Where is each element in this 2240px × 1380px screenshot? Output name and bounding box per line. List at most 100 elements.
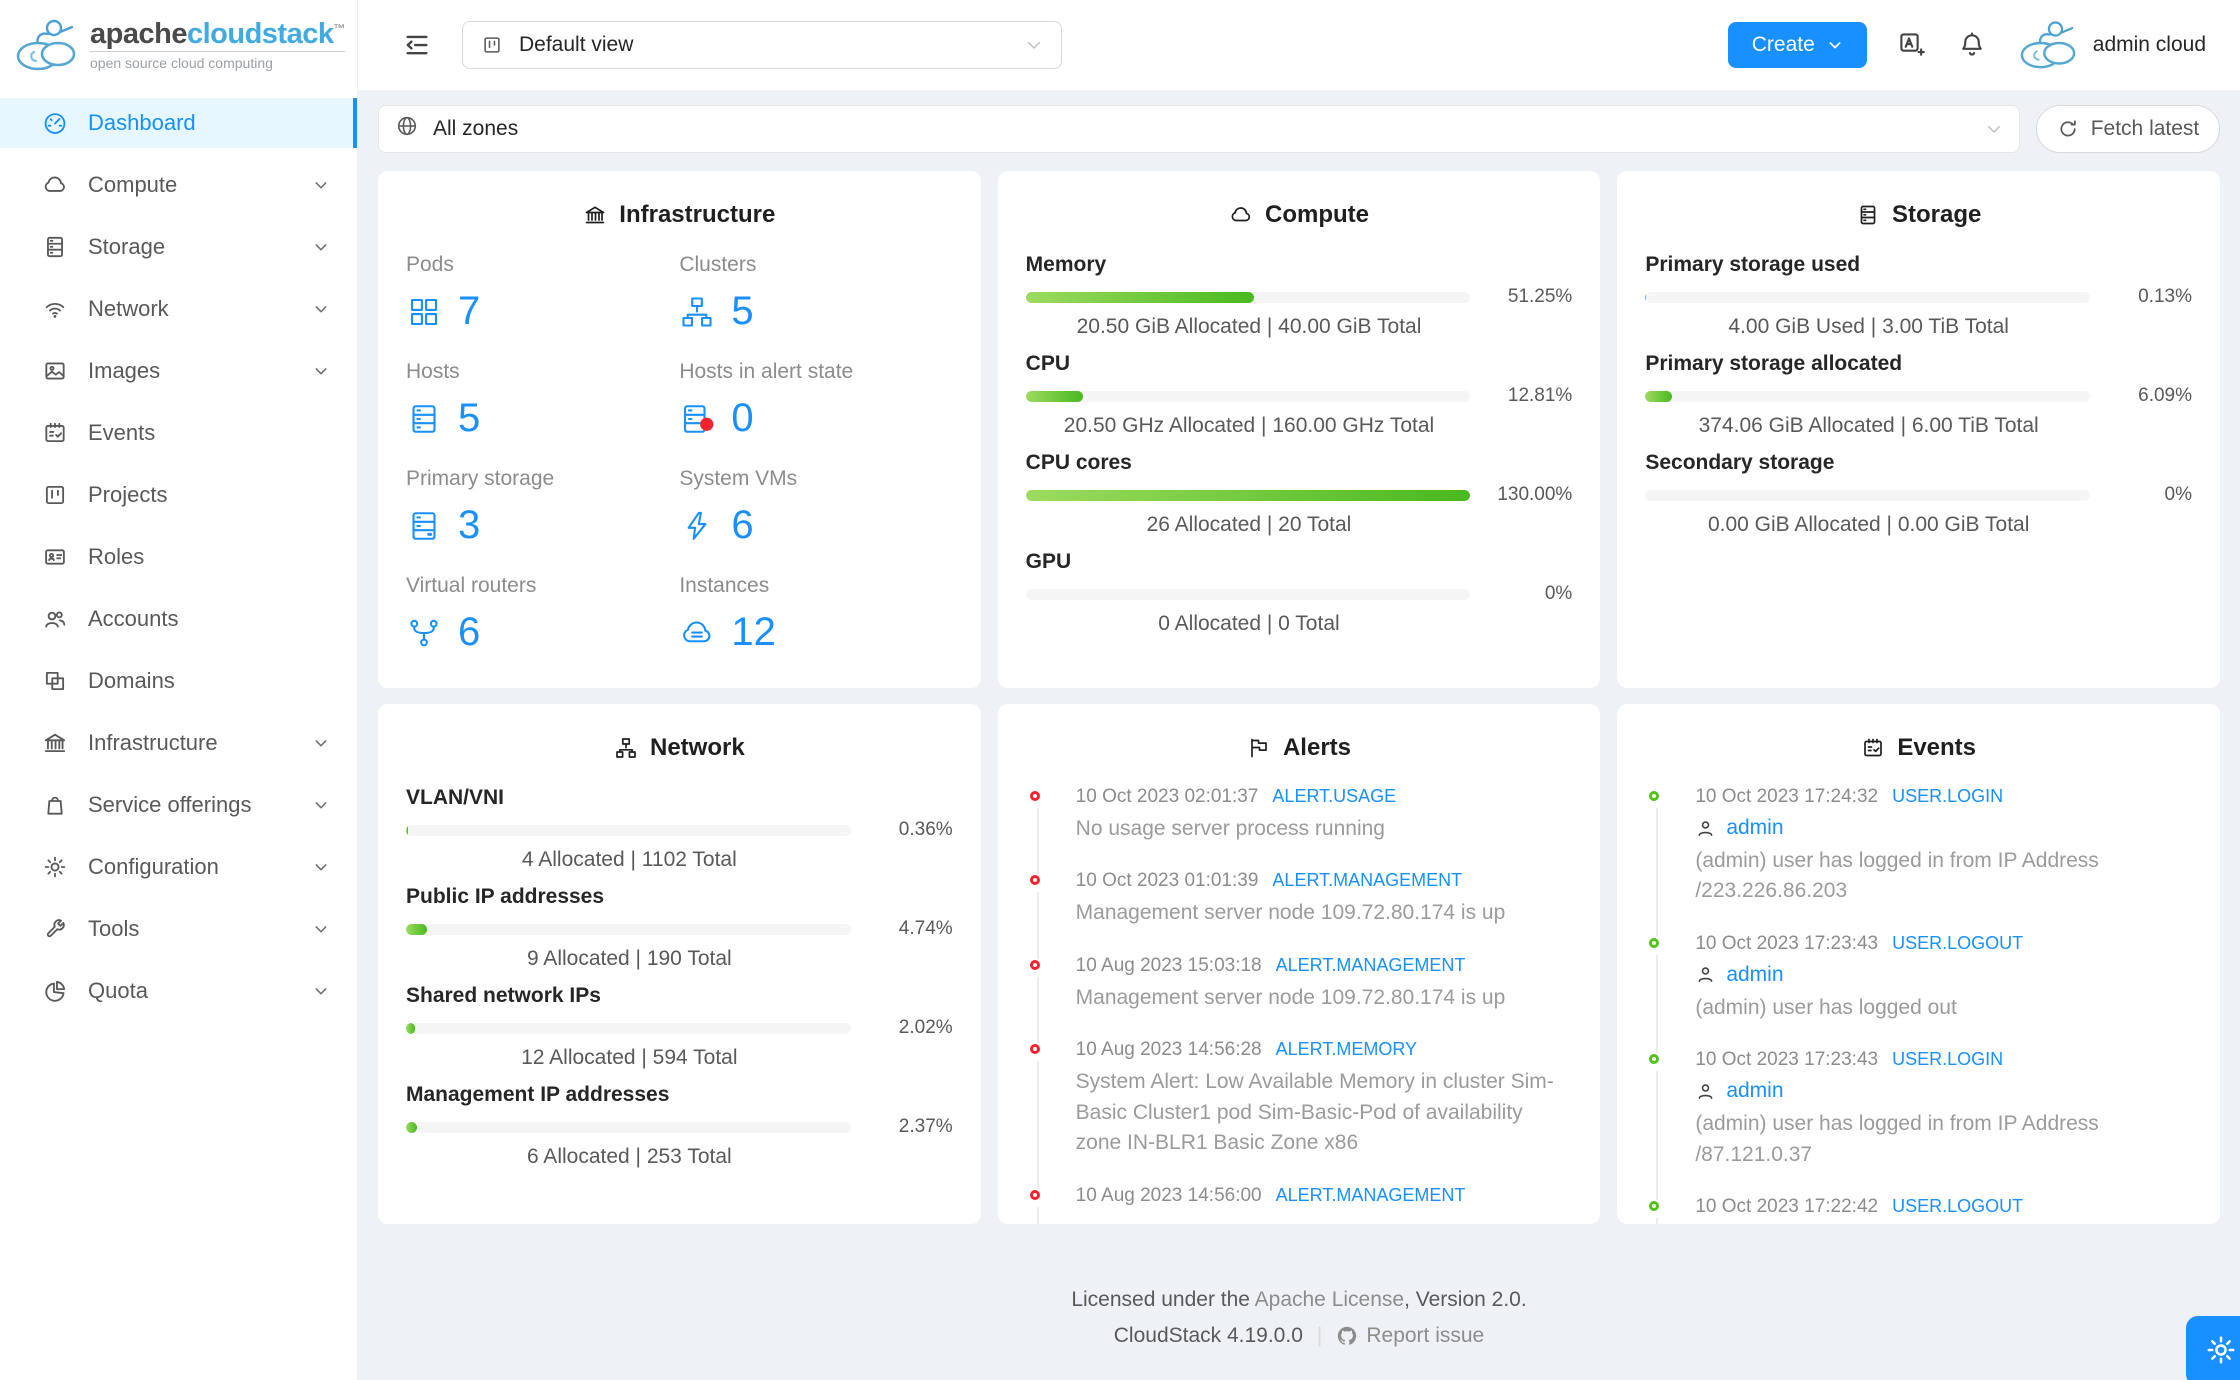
events-card-title: Events [1645,734,2192,762]
stat-label: Hosts in alert state [679,360,854,383]
event-type-link[interactable]: USER.LOGIN [1892,1049,2004,1070]
metric-primary-storage-allocated: Primary storage allocated 6.09% 374.06 G… [1645,352,2192,438]
alert-item: 10 Aug 2023 15:03:18 ALERT.MANAGEMENT Man… [1029,954,1573,1044]
alert-type-link[interactable]: ALERT.MANAGEMENT [1275,954,1466,975]
infrastructure-stats: Pods 7 Clusters 5 [406,253,953,681]
create-button[interactable]: Create [1727,22,1867,68]
avatar [2017,16,2079,75]
sidebar-item-tools[interactable]: Tools [0,904,357,954]
sidebar-item-label: Accounts [88,606,179,631]
event-user: admin [1726,962,1784,986]
event-user-link[interactable]: admin [1695,1079,2192,1103]
event-user-link[interactable]: admin [1695,963,2192,987]
sidebar-item-network[interactable]: Network [0,284,357,334]
sidebar-item-label: Compute [88,172,178,197]
alerts-card-title: Alerts [1026,734,1573,762]
stat-pods-link[interactable]: 7 [406,289,679,334]
alert-dot [1029,1044,1040,1055]
chevron-down-icon [1985,120,2003,138]
sidebar-item-label: Images [88,358,161,383]
chevron-down-icon [1025,36,1043,54]
sidebar-item-roles[interactable]: Roles [0,532,357,582]
sidebar-item-projects[interactable]: Projects [0,470,357,520]
sidebar-item-service-offerings[interactable]: Service offerings [0,780,357,830]
alert-type-link[interactable]: ALERT.USAGE [1272,786,1397,806]
alerts-timeline: 10 Oct 2023 02:01:37 ALERT.USAGE No usage… [1026,786,1573,1224]
fork-icon [406,615,442,651]
progress-bar [1025,291,1471,303]
alert-type-link[interactable]: ALERT.MEMORY [1275,1039,1417,1060]
sidebar-item-configuration[interactable]: Configuration [0,842,357,892]
topbar-actions: Create [1727,16,2206,75]
zone-bar: All zones Fetch latest [378,105,2220,153]
chevron-down-icon [313,797,329,813]
stat-hosts-alert-link[interactable]: 0 [679,396,952,441]
progress-bar [406,1022,851,1034]
user-menu[interactable]: admin cloud [2017,16,2206,75]
notifications-bell-icon[interactable] [1957,30,1987,60]
zone-selector[interactable]: All zones [378,105,2020,153]
host-alert-icon [679,401,715,437]
metric-detail: 0.00 GiB Allocated | 0.00 GiB Total [1707,513,2030,536]
sidebar-item-domains[interactable]: Domains [0,656,357,706]
event-type-link[interactable]: USER.LOGIN [1892,786,2004,806]
alert-item: 10 Oct 2023 01:01:39 ALERT.MANAGEMENT Man… [1029,870,1573,960]
username: admin cloud [2092,33,2206,56]
event-type-link[interactable]: USER.LOGOUT [1892,932,2024,953]
sidebar-item-images[interactable]: Images [0,346,357,396]
sidebar-item-storage[interactable]: Storage [0,222,357,272]
chevron-down-icon [313,735,329,751]
progress-percent: 51.25% [1507,286,1573,307]
chevron-down-icon [313,239,329,255]
event-date: 10 Oct 2023 17:23:43 [1695,932,1879,954]
event-user-link[interactable]: admin [1695,816,2192,840]
stat-instances-link[interactable]: 12 [679,610,952,655]
report-issue-link[interactable]: Report issue [1336,1324,1484,1348]
metric-label: Management IP addresses [406,1083,670,1106]
metric-detail: 26 Allocated | 20 Total [1146,513,1352,536]
alert-item: 10 Aug 2023 14:56:00 ALERT.MANAGEMENT [1029,1184,1573,1224]
wrench-icon [42,916,68,942]
metric-detail: 4 Allocated | 1102 Total [521,848,737,871]
stat-hosts-alert: Hosts in alert state 0 [679,360,952,467]
metric-detail: 20.50 GHz Allocated | 160.00 GHz Total [1063,414,1435,437]
event-item: 10 Oct 2023 17:23:43 USER.LOGIN admin (ad… [1649,1049,2192,1201]
user-icon [1695,818,1716,839]
sidebar-item-infrastructure[interactable]: Infrastructure [0,718,357,768]
settings-fab-button[interactable] [2186,1316,2240,1380]
sidebar-item-events[interactable]: Events [0,408,357,458]
fetch-latest-button[interactable]: Fetch latest [2036,105,2220,153]
stat-clusters-link[interactable]: 5 [679,289,952,334]
event-date: 10 Oct 2023 17:24:32 [1695,786,1879,807]
stat-virtual-routers-link[interactable]: 6 [406,610,679,655]
gear-icon [42,854,68,880]
alert-description: Management server node 109.72.80.174 is … [1075,985,1506,1009]
sidebar-item-label: Configuration [88,854,219,879]
sidebar-item-accounts[interactable]: Accounts [0,594,357,644]
stat-value: 6 [731,503,754,547]
gear-icon [2204,1333,2238,1370]
progress-percent: 0% [2164,484,2192,505]
stat-hosts-link[interactable]: 5 [406,396,679,441]
sidebar-item-dashboard[interactable]: Dashboard [0,98,357,148]
translate-icon[interactable] [1897,30,1927,60]
sidebar-collapse-icon[interactable] [402,30,432,60]
alert-type-link[interactable]: ALERT.MANAGEMENT [1272,870,1463,891]
sidebar-item-compute[interactable]: Compute [0,160,357,210]
app-logo[interactable]: apachecloudstack™ open source cloud comp… [0,0,357,90]
view-selector[interactable]: Default view [462,21,1062,69]
alert-type-link[interactable]: ALERT.MANAGEMENT [1275,1184,1466,1205]
stat-primary-storage-link[interactable]: 3 [406,503,679,548]
stat-system-vms-link[interactable]: 6 [679,503,952,548]
chevron-down-icon [313,921,329,937]
progress-percent: 4.74% [898,918,953,939]
event-type-link[interactable]: USER.LOGOUT [1892,1196,2024,1217]
progress-bar [1025,390,1471,402]
project-view-icon [481,34,503,56]
apache-license-link[interactable]: Apache License [1254,1288,1405,1311]
sidebar-item-quota[interactable]: Quota [0,966,357,1016]
chevron-down-icon [313,177,329,193]
stat-label: Clusters [679,253,757,276]
network-cluster-icon [614,736,638,760]
